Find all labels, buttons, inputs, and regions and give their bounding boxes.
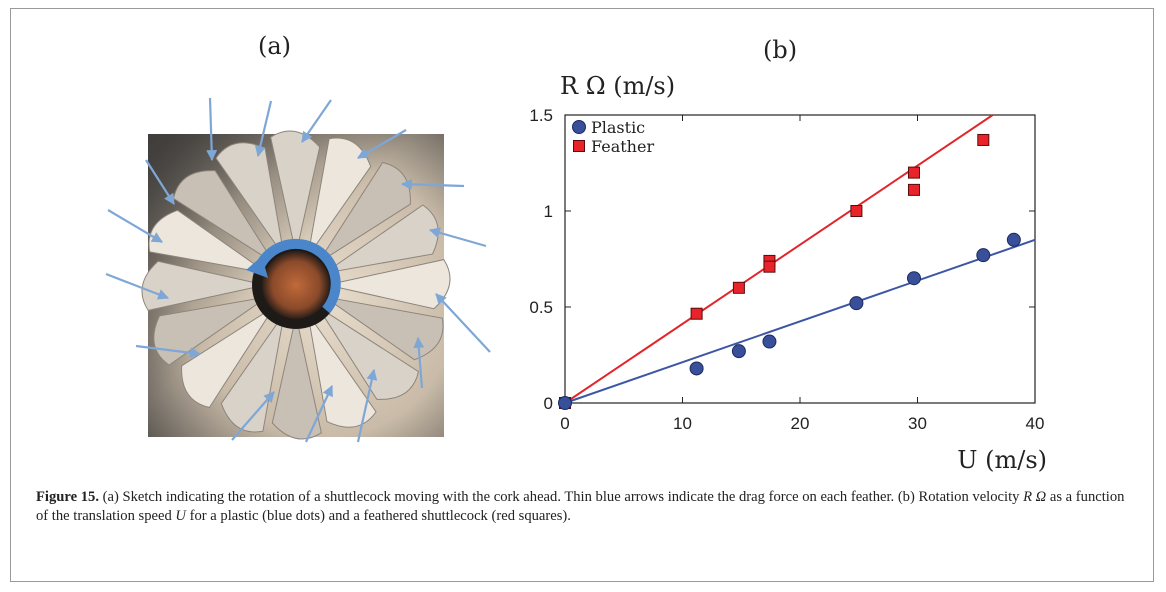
data-point-plastic bbox=[558, 396, 572, 410]
x-tick-label: 30 bbox=[908, 414, 927, 433]
x-tick-label: 20 bbox=[791, 414, 810, 433]
data-point-feather bbox=[690, 307, 703, 320]
data-point-feather bbox=[907, 183, 920, 196]
drag-force-arrows bbox=[105, 97, 491, 443]
x-axis-label: U (m/s) bbox=[957, 446, 1047, 474]
rotation-arrow-icon bbox=[254, 238, 341, 314]
legend-marker-feather bbox=[573, 140, 585, 152]
drag-arrow-icon bbox=[254, 100, 273, 158]
x-tick-label: 10 bbox=[673, 414, 692, 433]
data-point-feather bbox=[732, 281, 745, 294]
feather-vane bbox=[322, 311, 420, 400]
data-point-plastic bbox=[976, 248, 991, 263]
drag-arrow-icon bbox=[206, 97, 218, 162]
rotation-arrowhead-icon bbox=[246, 256, 268, 278]
x-tick-label: 40 bbox=[1026, 414, 1045, 433]
feather-vane bbox=[308, 137, 372, 250]
caption-symbol-u: U bbox=[175, 508, 186, 524]
drag-arrow-icon bbox=[435, 293, 491, 353]
data-point-plastic bbox=[906, 271, 921, 286]
data-point-feather bbox=[977, 133, 990, 146]
feather-vane bbox=[181, 311, 270, 409]
drag-arrow-icon bbox=[301, 99, 332, 143]
feather-vane bbox=[271, 324, 322, 440]
feather-vane bbox=[270, 130, 321, 246]
y-tick-label: 1.5 bbox=[529, 106, 553, 125]
feather-vane bbox=[148, 209, 261, 273]
data-point-plastic bbox=[689, 361, 704, 376]
drag-arrow-icon bbox=[305, 385, 333, 443]
panel-a-label: (a) bbox=[258, 32, 292, 60]
caption-text-2: as a function of the translation speed bbox=[36, 489, 1125, 524]
data-point-plastic bbox=[731, 344, 746, 359]
data-point-plastic bbox=[849, 296, 864, 311]
drag-arrow-icon bbox=[356, 368, 378, 443]
legend-marker-plastic bbox=[572, 120, 586, 134]
y-tick-label: 0 bbox=[544, 394, 553, 413]
figure-caption: Figure 15. (a) Sketch indicating the rot… bbox=[36, 488, 1126, 526]
feather-vane bbox=[220, 320, 284, 433]
data-point-feather bbox=[850, 205, 863, 217]
panel-b-label: (b) bbox=[763, 36, 798, 64]
caption-figure-number: Figure 15. bbox=[36, 489, 99, 505]
legend-label-plastic: Plastic bbox=[591, 118, 645, 137]
drag-arrow-icon bbox=[105, 272, 170, 300]
shuttlecock-photo bbox=[96, 97, 496, 443]
y-tick-label: 0.5 bbox=[529, 298, 553, 317]
drag-arrow-icon bbox=[107, 209, 163, 243]
x-tick-label: 0 bbox=[560, 414, 569, 433]
feather-vane bbox=[335, 259, 451, 310]
y-axis-label: R Ω (m/s) bbox=[560, 72, 675, 100]
figure-frame bbox=[10, 8, 1154, 582]
drag-arrow-icon bbox=[145, 159, 175, 205]
fit-line-plastic bbox=[564, 238, 1036, 404]
data-point-feather bbox=[907, 166, 920, 179]
legend-label-feather: Feather bbox=[591, 137, 654, 156]
drag-arrow-icon bbox=[357, 129, 407, 159]
y-tick-label: 1 bbox=[544, 202, 553, 221]
fit-line-feather bbox=[564, 114, 994, 404]
shuttlecock-illustration bbox=[105, 97, 491, 443]
drag-arrow-icon bbox=[135, 344, 202, 359]
caption-symbol-r-omega: R Ω bbox=[1023, 489, 1047, 505]
data-point-feather bbox=[763, 260, 776, 273]
caption-text-3: for a plastic (blue dots) and a feathere… bbox=[185, 508, 571, 524]
feather-ring bbox=[141, 130, 451, 440]
feather-vane bbox=[153, 297, 261, 366]
caption-text-1: (a) Sketch indicating the rotation of a … bbox=[98, 489, 1024, 505]
drag-arrow-icon bbox=[413, 336, 425, 389]
data-point-plastic bbox=[762, 334, 777, 349]
drag-arrow-icon bbox=[231, 391, 275, 441]
cork-icon bbox=[262, 251, 330, 319]
plot-frame bbox=[564, 114, 1036, 404]
drag-arrow-icon bbox=[428, 227, 487, 248]
drag-arrow-icon bbox=[400, 178, 465, 190]
rotation-chart: 0 10 20 30 40 0 0.5 1 1.5 Plastic Feather R Ω (m/… bbox=[515, 70, 1075, 480]
feather-vane bbox=[141, 260, 257, 311]
data-point-plastic bbox=[1006, 232, 1021, 247]
